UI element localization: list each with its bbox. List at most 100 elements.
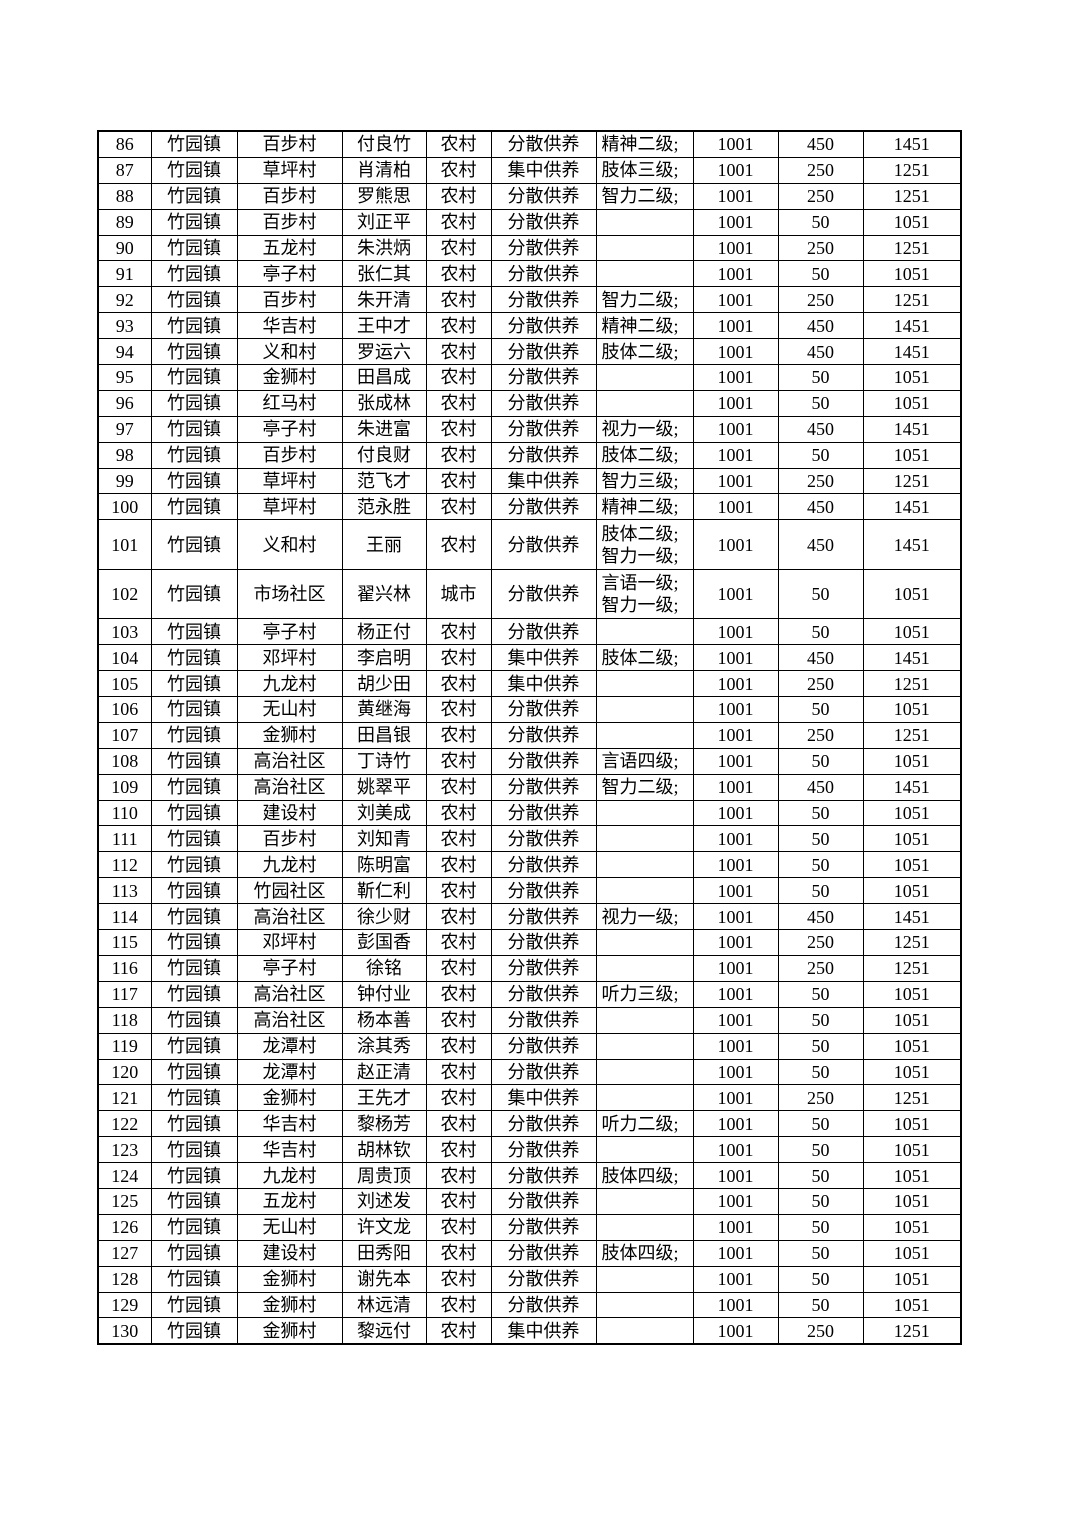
town-cell: 竹园镇 [150,208,238,236]
household-type-cell: 农村 [425,954,492,982]
row-number-cell: 127 [97,1239,152,1267]
village-cell: 华吉村 [236,1110,343,1138]
support-type-cell: 分散供养 [490,389,597,417]
person-name-cell: 胡少田 [341,670,427,698]
household-type-cell: 农村 [425,1187,492,1215]
household-type-cell: 农村 [425,519,492,570]
base-amount-cell: 1001 [692,312,779,340]
extra-amount-cell: 250 [777,286,864,314]
data-table: 86 竹园镇 百步村 付良竹 农村 分散供养 精神二级; 1001 450 1451 87 竹园镇 草坪… [97,130,962,1346]
base-amount-cell: 1001 [692,1239,779,1267]
row-number-cell: 130 [97,1317,152,1345]
extra-amount-cell: 50 [777,208,864,236]
extra-amount-cell: 50 [777,1187,864,1215]
extra-amount-cell: 250 [777,1084,864,1112]
support-type-cell: 分散供养 [490,825,597,853]
table-row: 116 竹园镇 亭子村 徐铭 农村 分散供养 1001 250 1251 [97,954,962,982]
row-number-cell: 120 [97,1058,152,1086]
base-amount-cell: 1001 [692,467,779,495]
total-amount-cell: 1451 [862,415,962,443]
base-amount-cell: 1001 [692,618,779,646]
disability-level-cell [595,1265,694,1293]
table-row: 117 竹园镇 高治社区 钟付业 农村 分散供养 听力三级; 1001 50 1051 [97,980,962,1008]
household-type-cell: 农村 [425,721,492,749]
person-name-cell: 许文龙 [341,1213,427,1241]
support-type-cell: 集中供养 [490,644,597,672]
person-name-cell: 张成林 [341,389,427,417]
household-type-cell: 城市 [425,568,492,620]
household-type-cell: 农村 [425,670,492,698]
extra-amount-cell: 450 [777,519,864,570]
person-name-cell: 钟付业 [341,980,427,1008]
row-number-cell: 103 [97,618,152,646]
extra-amount-cell: 250 [777,1317,864,1345]
total-amount-cell: 1251 [862,1317,962,1345]
table-row: 105 竹园镇 九龙村 胡少田 农村 集中供养 1001 250 1251 [97,670,962,698]
extra-amount-cell: 50 [777,799,864,827]
support-type-cell: 分散供养 [490,1265,597,1293]
support-type-cell: 分散供养 [490,415,597,443]
extra-amount-cell: 450 [777,338,864,366]
base-amount-cell: 1001 [692,1006,779,1034]
village-cell: 百步村 [236,182,343,210]
support-type-cell: 分散供养 [490,182,597,210]
row-number-cell: 102 [97,568,152,620]
base-amount-cell: 1001 [692,493,779,521]
household-type-cell: 农村 [425,260,492,288]
total-amount-cell: 1251 [862,467,962,495]
household-type-cell: 农村 [425,929,492,956]
person-name-cell: 黎杨芳 [341,1110,427,1138]
total-amount-cell: 1051 [862,1032,962,1060]
base-amount-cell: 1001 [692,696,779,723]
village-cell: 金狮村 [236,721,343,749]
row-number-cell: 91 [97,260,152,288]
base-amount-cell: 1001 [692,415,779,443]
person-name-cell: 罗运六 [341,338,427,366]
row-number-cell: 117 [97,980,152,1008]
table-row: 106 竹园镇 无山村 黄继海 农村 分散供养 1001 50 1051 [97,696,962,723]
total-amount-cell: 1051 [862,747,962,775]
person-name-cell: 林远清 [341,1291,427,1319]
town-cell: 竹园镇 [150,260,238,288]
disability-level-cell [595,721,694,749]
household-type-cell: 农村 [425,1006,492,1034]
row-number-cell: 110 [97,799,152,827]
town-cell: 竹园镇 [150,1317,238,1345]
person-name-cell: 罗熊思 [341,182,427,210]
row-number-cell: 90 [97,234,152,262]
household-type-cell: 农村 [425,286,492,314]
village-cell: 义和村 [236,338,343,366]
table-row: 113 竹园镇 竹园社区 靳仁利 农村 分散供养 1001 50 1051 [97,877,962,905]
person-name-cell: 刘知青 [341,825,427,853]
household-type-cell: 农村 [425,182,492,210]
table-row: 89 竹园镇 百步村 刘正平 农村 分散供养 1001 50 1051 [97,208,962,236]
support-type-cell: 分散供养 [490,130,597,158]
support-type-cell: 分散供养 [490,1162,597,1189]
village-cell: 百步村 [236,825,343,853]
table-row: 88 竹园镇 百步村 罗熊思 农村 分散供养 智力二级; 1001 250 1251 [97,182,962,210]
person-name-cell: 刘正平 [341,208,427,236]
support-type-cell: 分散供养 [490,799,597,827]
village-cell: 高治社区 [236,903,343,931]
table-row: 107 竹园镇 金狮村 田昌银 农村 分散供养 1001 250 1251 [97,721,962,749]
base-amount-cell: 1001 [692,1317,779,1345]
total-amount-cell: 1451 [862,130,962,158]
total-amount-cell: 1051 [862,389,962,417]
total-amount-cell: 1051 [862,1110,962,1138]
table-row: 123 竹园镇 华吉村 胡林钦 农村 分散供养 1001 50 1051 [97,1136,962,1164]
base-amount-cell: 1001 [692,670,779,698]
household-type-cell: 农村 [425,312,492,340]
total-amount-cell: 1051 [862,851,962,879]
person-name-cell: 翟兴林 [341,568,427,620]
table-row: 114 竹园镇 高治社区 徐少财 农村 分散供养 视力一级; 1001 450 1451 [97,903,962,931]
town-cell: 竹园镇 [150,825,238,853]
person-name-cell: 张仁其 [341,260,427,288]
town-cell: 竹园镇 [150,1136,238,1164]
person-name-cell: 黎远付 [341,1317,427,1345]
disability-level-cell: 肢体二级; 智力一级; [595,519,694,570]
extra-amount-cell: 50 [777,364,864,391]
support-type-cell: 分散供养 [490,1058,597,1086]
table-row: 126 竹园镇 无山村 许文龙 农村 分散供养 1001 50 1051 [97,1213,962,1241]
village-cell: 金狮村 [236,1265,343,1293]
row-number-cell: 96 [97,389,152,417]
